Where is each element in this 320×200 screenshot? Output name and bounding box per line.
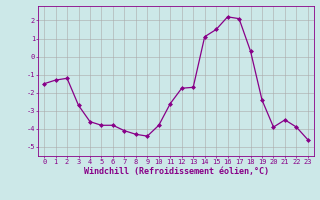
X-axis label: Windchill (Refroidissement éolien,°C): Windchill (Refroidissement éolien,°C) bbox=[84, 167, 268, 176]
